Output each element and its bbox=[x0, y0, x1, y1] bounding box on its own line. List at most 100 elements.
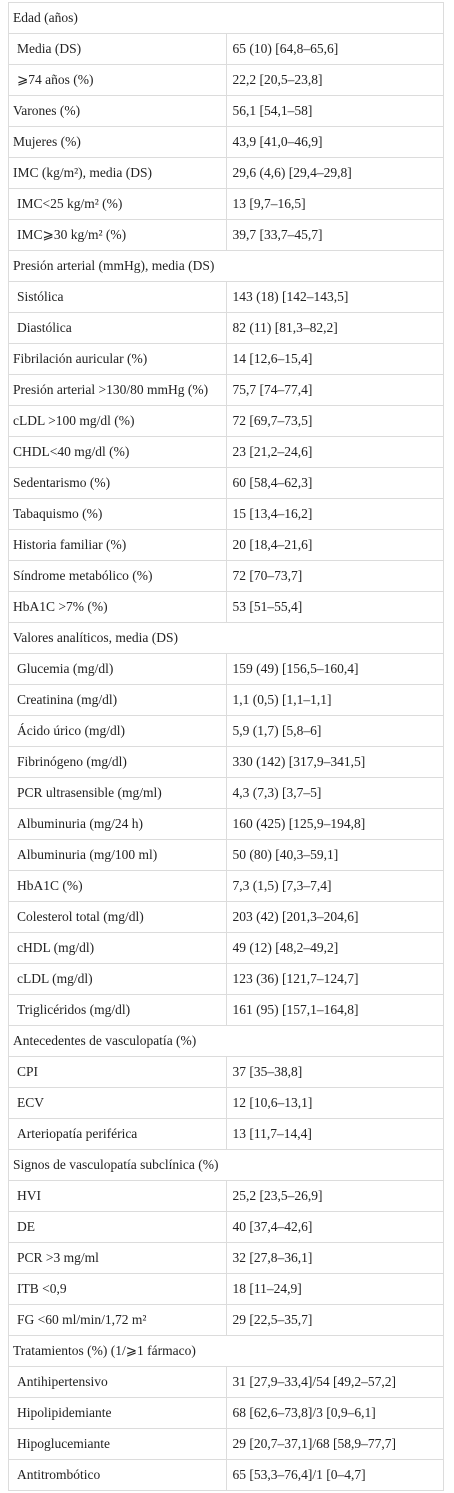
row-value: 13 [11,7–14,4] bbox=[225, 1118, 444, 1150]
sub-row: HVI 25,2 [23,5–26,9] bbox=[8, 1180, 444, 1212]
row-value: 31 [27,9–33,4]/54 [49,2–57,2] bbox=[225, 1366, 444, 1398]
row-value: 65 (10) [64,8–65,6] bbox=[225, 33, 444, 65]
row-value: 37 [35–38,8] bbox=[225, 1056, 444, 1088]
row-label: Media (DS) bbox=[8, 33, 227, 65]
row-label: Presión arterial >130/80 mmHg (%) bbox=[8, 374, 227, 406]
row-label: Hipoglucemiante bbox=[8, 1428, 227, 1460]
row-value: 160 (425) [125,9–194,8] bbox=[225, 808, 444, 840]
row: Tratamientos (%) (1/⩾1 fármaco) bbox=[8, 1335, 444, 1367]
row-value: 1,1 (0,5) [1,1–1,1] bbox=[225, 684, 444, 716]
row-value: 18 [11–24,9] bbox=[225, 1273, 444, 1305]
sub-row: cHDL (mg/dl) 49 (12) [48,2–49,2] bbox=[8, 932, 444, 964]
row-label: Diastólica bbox=[8, 312, 227, 344]
row-value: 123 (36) [121,7–124,7] bbox=[225, 963, 444, 995]
row-label: Glucemia (mg/dl) bbox=[8, 653, 227, 685]
sub-row: Albuminuria (mg/100 ml) 50 (80) [40,3–59,… bbox=[8, 839, 444, 871]
row-label: IMC<25 kg/m² (%) bbox=[8, 188, 227, 220]
row: Tabaquismo (%) 15 [13,4–16,2] bbox=[8, 498, 444, 530]
row-value: 161 (95) [157,1–164,8] bbox=[225, 994, 444, 1026]
sub-row: cLDL (mg/dl) 123 (36) [121,7–124,7] bbox=[8, 963, 444, 995]
row-label: Historia familiar (%) bbox=[8, 529, 227, 561]
row-value: 39,7 [33,7–45,7] bbox=[225, 219, 444, 251]
sub-row: PCR ultrasensible (mg/ml) 4,3 (7,3) [3,7–… bbox=[8, 777, 444, 809]
row-value: 75,7 [74–77,4] bbox=[225, 374, 444, 406]
row: Antecedentes de vasculopatía (%) bbox=[8, 1025, 444, 1057]
row-value: 29,6 (4,6) [29,4–29,8] bbox=[225, 157, 444, 189]
row-label: CHDL<40 mg/dl (%) bbox=[8, 436, 227, 468]
row-label: PCR ultrasensible (mg/ml) bbox=[8, 777, 227, 809]
sub-row: Hipoglucemiante 29 [20,7–37,1]/68 [58,9–7… bbox=[8, 1428, 444, 1460]
row: Fibrilación auricular (%) 14 [12,6–15,4] bbox=[8, 343, 444, 375]
row-value: 23 [21,2–24,6] bbox=[225, 436, 444, 468]
row-value: 143 (18) [142–143,5] bbox=[225, 281, 444, 313]
row: IMC (kg/m²), media (DS) 29,6 (4,6) [29,4–… bbox=[8, 157, 444, 189]
row-value: 20 [18,4–21,6] bbox=[225, 529, 444, 561]
row-label: ITB <0,9 bbox=[8, 1273, 227, 1305]
section-heading: Signos de vasculopatía subclínica (%) bbox=[8, 1149, 444, 1181]
row-value: 4,3 (7,3) [3,7–5] bbox=[225, 777, 444, 809]
sub-row: ⩾74 años (%) 22,2 [20,5–23,8] bbox=[8, 64, 444, 96]
row-value: 72 [70–73,7] bbox=[225, 560, 444, 592]
sub-row: Ácido úrico (mg/dl) 5,9 (1,7) [5,8–6] bbox=[8, 715, 444, 747]
row-value: 330 (142) [317,9–341,5] bbox=[225, 746, 444, 778]
row-label: HbA1C >7% (%) bbox=[8, 591, 227, 623]
row-label: cLDL (mg/dl) bbox=[8, 963, 227, 995]
row-label: Antihipertensivo bbox=[8, 1366, 227, 1398]
row-value: 29 [22,5–35,7] bbox=[225, 1304, 444, 1336]
sub-row: HbA1C (%) 7,3 (1,5) [7,3–7,4] bbox=[8, 870, 444, 902]
row: CHDL<40 mg/dl (%) 23 [21,2–24,6] bbox=[8, 436, 444, 468]
sub-row: Triglicéridos (mg/dl) 161 (95) [157,1–164… bbox=[8, 994, 444, 1026]
sub-row: IMC<25 kg/m² (%) 13 [9,7–16,5] bbox=[8, 188, 444, 220]
row-label: DE bbox=[8, 1211, 227, 1243]
sub-row: ITB <0,9 18 [11–24,9] bbox=[8, 1273, 444, 1305]
row-label: FG <60 ml/min/1,72 m² bbox=[8, 1304, 227, 1336]
sub-row: IMC⩾30 kg/m² (%) 39,7 [33,7–45,7] bbox=[8, 219, 444, 251]
row-value: 60 [58,4–62,3] bbox=[225, 467, 444, 499]
row: Signos de vasculopatía subclínica (%) bbox=[8, 1149, 444, 1181]
sub-row: Albuminuria (mg/24 h) 160 (425) [125,9–19… bbox=[8, 808, 444, 840]
row-label: IMC (kg/m²), media (DS) bbox=[8, 157, 227, 189]
row-value: 32 [27,8–36,1] bbox=[225, 1242, 444, 1274]
row: Historia familiar (%) 20 [18,4–21,6] bbox=[8, 529, 444, 561]
row-value: 68 [62,6–73,8]/3 [0,9–6,1] bbox=[225, 1397, 444, 1429]
sub-row: Sistólica 143 (18) [142–143,5] bbox=[8, 281, 444, 313]
row: Edad (años) bbox=[8, 2, 444, 34]
sub-row: Glucemia (mg/dl) 159 (49) [156,5–160,4] bbox=[8, 653, 444, 685]
row-label: Varones (%) bbox=[8, 95, 227, 127]
row-label: Colesterol total (mg/dl) bbox=[8, 901, 227, 933]
row-label: Albuminuria (mg/24 h) bbox=[8, 808, 227, 840]
row-label: ECV bbox=[8, 1087, 227, 1119]
row-label: Sedentarismo (%) bbox=[8, 467, 227, 499]
sub-row: Antihipertensivo 31 [27,9–33,4]/54 [49,2–… bbox=[8, 1366, 444, 1398]
row-value: 13 [9,7–16,5] bbox=[225, 188, 444, 220]
row-label: CPI bbox=[8, 1056, 227, 1088]
section-heading: Tratamientos (%) (1/⩾1 fármaco) bbox=[8, 1335, 444, 1367]
sub-row: Antitrombótico 65 [53,3–76,4]/1 [0–4,7] bbox=[8, 1459, 444, 1491]
row-value: 12 [10,6–13,1] bbox=[225, 1087, 444, 1119]
sub-row: ECV 12 [10,6–13,1] bbox=[8, 1087, 444, 1119]
row-value: 40 [37,4–42,6] bbox=[225, 1211, 444, 1243]
row-label: Arteriopatía periférica bbox=[8, 1118, 227, 1150]
row: HbA1C >7% (%) 53 [51–55,4] bbox=[8, 591, 444, 623]
row-value: 43,9 [41,0–46,9] bbox=[225, 126, 444, 158]
row-value: 49 (12) [48,2–49,2] bbox=[225, 932, 444, 964]
row-label: Síndrome metabólico (%) bbox=[8, 560, 227, 592]
row-label: Triglicéridos (mg/dl) bbox=[8, 994, 227, 1026]
row: Presión arterial >130/80 mmHg (%) 75,7 [7… bbox=[8, 374, 444, 406]
section-heading: Edad (años) bbox=[8, 2, 444, 34]
row-value: 56,1 [54,1–58] bbox=[225, 95, 444, 127]
row-value: 159 (49) [156,5–160,4] bbox=[225, 653, 444, 685]
row-label: ⩾74 años (%) bbox=[8, 64, 227, 96]
row-label: Fibrinógeno (mg/dl) bbox=[8, 746, 227, 778]
row-label: Sistólica bbox=[8, 281, 227, 313]
row-label: cHDL (mg/dl) bbox=[8, 932, 227, 964]
row-label: cLDL >100 mg/dl (%) bbox=[8, 405, 227, 437]
row-label: Hipolipidemiante bbox=[8, 1397, 227, 1429]
row-value: 7,3 (1,5) [7,3–7,4] bbox=[225, 870, 444, 902]
row-value: 22,2 [20,5–23,8] bbox=[225, 64, 444, 96]
sub-row: Colesterol total (mg/dl) 203 (42) [201,3–… bbox=[8, 901, 444, 933]
row-value: 82 (11) [81,3–82,2] bbox=[225, 312, 444, 344]
row: cLDL >100 mg/dl (%) 72 [69,7–73,5] bbox=[8, 405, 444, 437]
row: Sedentarismo (%) 60 [58,4–62,3] bbox=[8, 467, 444, 499]
